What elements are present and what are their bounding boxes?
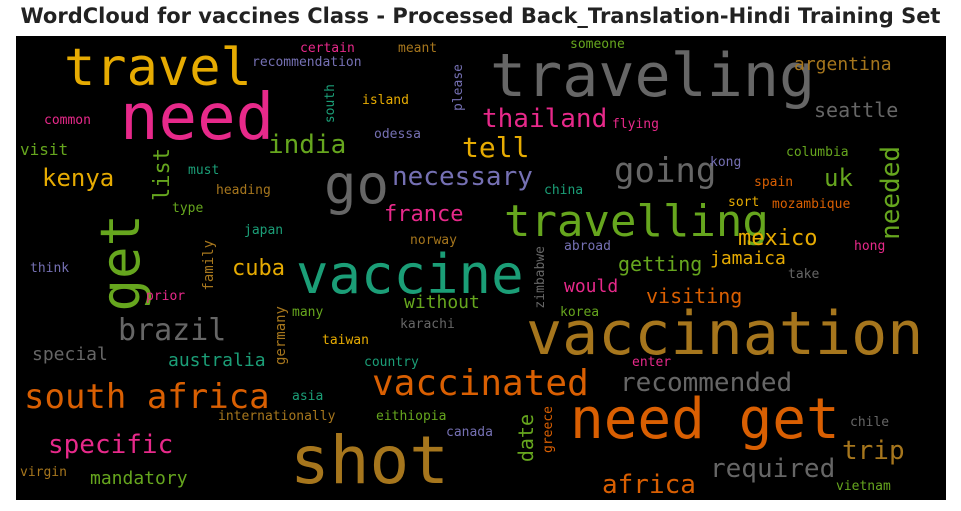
word-uk: uk [824, 164, 853, 192]
word-mexico: mexico [738, 226, 818, 251]
word-greece: greece [541, 406, 556, 453]
word-certain: certain [300, 41, 355, 56]
word-recommended: recommended [620, 368, 793, 398]
word-chile: chile [850, 415, 890, 430]
word-family: family [201, 240, 217, 291]
word-need-get: need get [570, 387, 840, 452]
word-special: special [32, 344, 108, 365]
word-going: going [614, 151, 717, 191]
word-country: country [364, 355, 419, 370]
word-columbia: columbia [786, 145, 849, 160]
word-china: china [544, 183, 584, 198]
word-hong: hong [854, 239, 886, 254]
word-visiting: visiting [646, 284, 743, 308]
word-spain: spain [754, 175, 794, 190]
word-traveling: traveling [490, 41, 816, 111]
word-go: go [324, 153, 390, 216]
word-prior: prior [146, 289, 186, 304]
word-please: please [451, 64, 466, 111]
word-heading: heading [216, 183, 271, 198]
word-specific: specific [48, 430, 174, 460]
word-germany: germany [273, 306, 289, 366]
word-odessa: odessa [374, 127, 421, 142]
word-take: take [788, 267, 820, 282]
word-necessary: necessary [392, 162, 533, 192]
word-trip: trip [842, 436, 905, 466]
word-canada: canada [446, 425, 493, 440]
word-think: think [30, 261, 70, 276]
word-virgin: virgin [20, 465, 67, 480]
word-africa: africa [602, 470, 696, 500]
word-shot: shot [290, 422, 449, 499]
word-list: list [150, 148, 175, 201]
word-seattle: seattle [814, 98, 899, 122]
word-mozambique: mozambique [772, 197, 851, 212]
word-type: type [172, 201, 204, 216]
word-vaccination: vaccination [526, 299, 924, 369]
word-vaccine: vaccine [296, 243, 524, 306]
word-needed: needed [876, 146, 906, 240]
word-meant: meant [398, 41, 438, 56]
word-many: many [292, 305, 324, 320]
word-travelling: travelling [504, 196, 769, 247]
word-would: would [564, 276, 619, 297]
word-eithiopia: eithiopia [376, 409, 447, 424]
word-brazil: brazil [118, 313, 227, 348]
word-tell: tell [462, 131, 530, 164]
word-zimbabwe: zimbabwe [533, 246, 548, 309]
word-date: date [514, 414, 538, 463]
word-kong: kong [710, 155, 742, 170]
word-japan: japan [244, 223, 284, 238]
word-island: island [362, 93, 409, 108]
word-france: france [384, 202, 464, 227]
word-someone: someone [570, 37, 625, 52]
word-vaccinated: vaccinated [372, 363, 589, 404]
word-flying: flying [612, 117, 659, 132]
word-visit: visit [20, 140, 69, 159]
word-argentina: argentina [794, 54, 892, 75]
word-required: required [710, 454, 836, 484]
word-australia: australia [168, 350, 266, 371]
page-title: WordCloud for vaccines Class - Processed… [20, 4, 941, 28]
word-vietnam: vietnam [836, 479, 891, 494]
word-kenya: kenya [42, 164, 115, 192]
word-south-small: south [323, 84, 338, 124]
word-enter: enter [632, 355, 672, 370]
word-getting: getting [618, 252, 703, 276]
word-sort: sort [728, 195, 760, 210]
word-need: need [120, 81, 275, 155]
word-karachi: karachi [400, 317, 455, 332]
word-south-africa: south africa [24, 377, 270, 417]
word-india: india [268, 130, 347, 160]
word-korea: korea [560, 305, 600, 320]
word-mandatory: mandatory [90, 468, 188, 489]
word-get: get [89, 214, 152, 312]
word-internationally: internationally [218, 409, 336, 424]
word-travel: travel [64, 38, 252, 98]
word-norway: norway [410, 233, 457, 248]
word-cuba: cuba [232, 256, 285, 281]
word-thailand: thailand [482, 104, 608, 134]
word-cloud: travel need traveling go get vaccine tra… [16, 36, 946, 500]
word-common: common [44, 113, 91, 128]
word-asia: asia [292, 389, 324, 404]
word-must: must [188, 163, 220, 178]
word-recommendation: recommendation [252, 55, 362, 70]
word-taiwan: taiwan [322, 333, 369, 348]
word-jamaica: jamaica [710, 248, 786, 269]
word-abroad: abroad [564, 239, 611, 254]
word-without: without [404, 292, 480, 313]
